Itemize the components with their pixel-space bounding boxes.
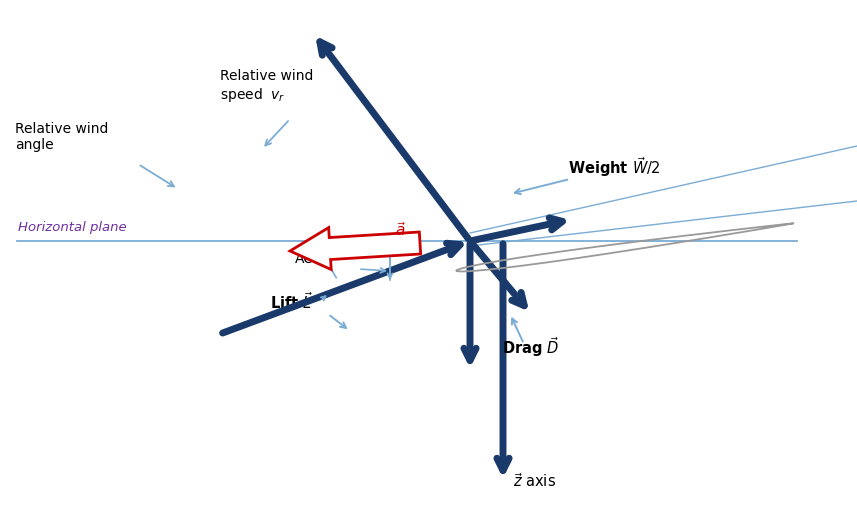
- Text: Horizontal plane: Horizontal plane: [18, 221, 127, 234]
- Text: Relative wind
speed  $v_r$: Relative wind speed $v_r$: [220, 69, 314, 104]
- FancyArrow shape: [290, 228, 421, 269]
- Text: Lift $\vec{L}$: Lift $\vec{L}$: [270, 291, 314, 312]
- Text: Drag $\vec{D}$: Drag $\vec{D}$: [502, 335, 560, 359]
- Text: AOA: AOA: [295, 252, 325, 266]
- Text: Relative wind
angle: Relative wind angle: [15, 122, 108, 152]
- Text: Weight $\vec{W}/2$: Weight $\vec{W}/2$: [568, 155, 661, 179]
- Text: $\vec{z}$ axis: $\vec{z}$ axis: [513, 472, 556, 490]
- Text: $\vec{a}$: $\vec{a}$: [395, 221, 406, 239]
